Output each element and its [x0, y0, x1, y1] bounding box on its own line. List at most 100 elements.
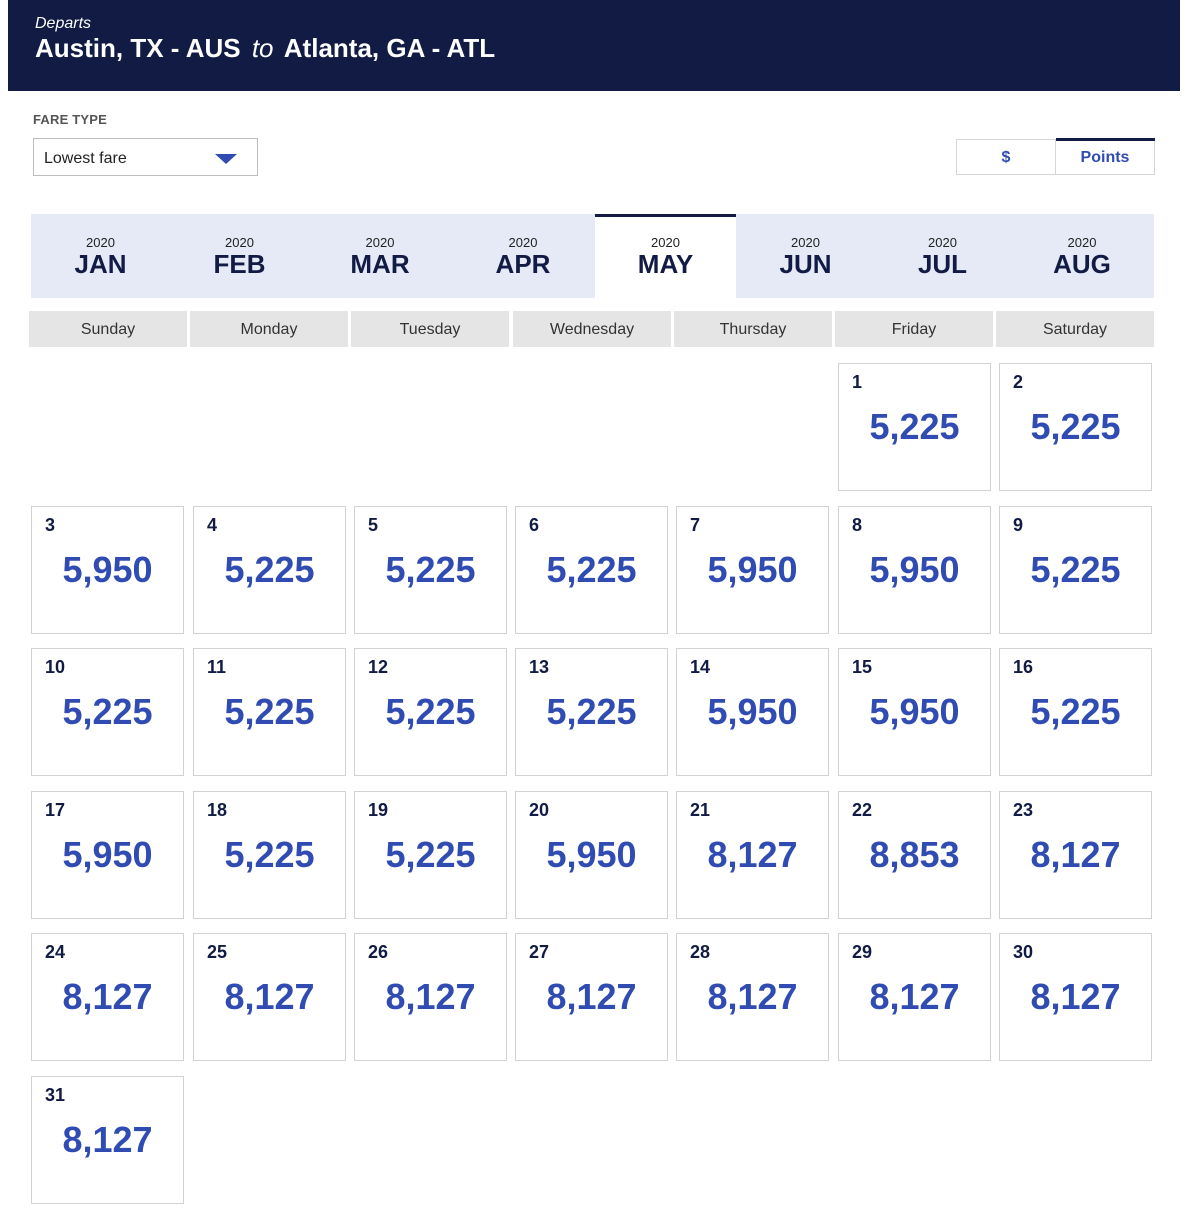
day-number: 4 — [207, 515, 218, 535]
tab-jul[interactable]: 2020 JUL — [875, 214, 1010, 298]
destination-city: Atlanta, GA - ATL — [283, 33, 496, 63]
calendar-day-cell[interactable]: 14 5,950 — [676, 648, 829, 776]
calendar-day-cell[interactable]: 28 8,127 — [676, 933, 829, 1061]
day-number: 12 — [368, 657, 389, 677]
departs-label: Departs — [35, 15, 92, 32]
fare-price: 5,225 — [62, 691, 153, 732]
month-year: 2020 — [928, 235, 957, 250]
calendar-day-cell[interactable]: 16 5,225 — [999, 648, 1152, 776]
tab-jun[interactable]: 2020 JUN — [736, 214, 875, 298]
fare-price: 8,127 — [224, 976, 315, 1017]
fare-price: 5,950 — [707, 549, 798, 590]
day-number: 20 — [529, 800, 550, 820]
month-year: 2020 — [225, 235, 254, 250]
calendar-day-cell[interactable]: 30 8,127 — [999, 933, 1152, 1061]
weekday-header: Thursday — [674, 311, 832, 347]
fare-price: 5,225 — [1030, 406, 1121, 447]
calendar-day-cell[interactable]: 15 5,950 — [838, 648, 991, 776]
fare-price: 5,225 — [224, 691, 315, 732]
calendar-day-cell[interactable]: 9 5,225 — [999, 506, 1152, 634]
weekday-header: Friday — [835, 311, 993, 347]
weekday-header: Monday — [190, 311, 348, 347]
fare-price: 5,225 — [869, 406, 960, 447]
month-name: MAY — [637, 249, 694, 279]
calendar-day-cell[interactable]: 24 8,127 — [31, 933, 184, 1061]
fare-price: 5,225 — [1030, 549, 1121, 590]
month-year: 2020 — [651, 235, 680, 250]
tab-feb[interactable]: 2020 FEB — [170, 214, 309, 298]
calendar-day-cell[interactable]: 18 5,225 — [193, 791, 346, 919]
day-number: 14 — [690, 657, 711, 677]
day-number: 16 — [1013, 657, 1034, 677]
calendar-day-cell[interactable]: 5 5,225 — [354, 506, 507, 634]
day-number: 23 — [1013, 800, 1034, 820]
fare-price: 5,225 — [546, 549, 637, 590]
month-name: FEB — [213, 249, 266, 279]
tab-jan[interactable]: 2020 JAN — [31, 214, 170, 298]
calendar-day-cell[interactable]: 10 5,225 — [31, 648, 184, 776]
currency-toggle: $ Points — [956, 138, 1155, 175]
tab-may[interactable]: 2020 MAY — [595, 214, 736, 300]
month-name: AUG — [1053, 249, 1111, 279]
calendar-day-cell[interactable]: 2 5,225 — [999, 363, 1152, 491]
fare-price: 5,950 — [62, 834, 153, 875]
month-year: 2020 — [365, 235, 395, 250]
calendar-day-cell[interactable]: 20 5,950 — [515, 791, 668, 919]
day-number: 8 — [852, 515, 863, 535]
day-number: 27 — [529, 942, 550, 962]
day-number: 2 — [1013, 372, 1024, 392]
weekday-header: Saturday — [996, 311, 1154, 347]
calendar-day-cell[interactable]: 4 5,225 — [193, 506, 346, 634]
fare-price: 8,127 — [546, 976, 637, 1017]
day-number: 5 — [368, 515, 379, 535]
fare-price: 8,853 — [869, 834, 960, 875]
fare-price: 8,127 — [62, 976, 153, 1017]
weekday-header: Sunday — [29, 311, 187, 347]
dollar-toggle-button[interactable]: $ — [957, 140, 1056, 174]
fare-type-dropdown[interactable]: Lowest fare — [33, 138, 258, 176]
calendar-day-cell[interactable]: 25 8,127 — [193, 933, 346, 1061]
calendar-day-cell[interactable]: 17 5,950 — [31, 791, 184, 919]
day-number: 11 — [207, 657, 227, 677]
month-name: JAN — [74, 249, 127, 279]
fare-price: 8,127 — [869, 976, 960, 1017]
chevron-down-icon — [215, 154, 237, 164]
month-year: 2020 — [791, 235, 820, 250]
calendar-day-cell[interactable]: 13 5,225 — [515, 648, 668, 776]
weekday-header: Tuesday — [351, 311, 509, 347]
calendar-day-cell[interactable]: 21 8,127 — [676, 791, 829, 919]
calendar-day-cell[interactable]: 26 8,127 — [354, 933, 507, 1061]
calendar-day-cell[interactable]: 11 5,225 — [193, 648, 346, 776]
fare-type-label: FARE TYPE — [33, 112, 108, 127]
day-number: 17 — [45, 800, 66, 820]
day-number: 30 — [1013, 942, 1034, 962]
calendar-day-cell[interactable]: 27 8,127 — [515, 933, 668, 1061]
day-number: 6 — [529, 515, 540, 535]
calendar-day-cell[interactable]: 1 5,225 — [838, 363, 991, 491]
calendar-day-cell[interactable]: 23 8,127 — [999, 791, 1152, 919]
day-number: 24 — [45, 942, 66, 962]
tab-apr[interactable]: 2020 APR — [451, 214, 595, 298]
fare-price: 5,225 — [224, 834, 315, 875]
calendar-day-cell[interactable]: 22 8,853 — [838, 791, 991, 919]
fare-price: 5,950 — [869, 691, 960, 732]
route-header: Departs Austin, TX - AUS to Atlanta, GA … — [8, 0, 1180, 91]
tab-mar[interactable]: 2020 MAR — [309, 214, 451, 298]
calendar-day-cell[interactable]: 12 5,225 — [354, 648, 507, 776]
fare-price: 5,225 — [385, 691, 476, 732]
calendar-day-cell[interactable]: 6 5,225 — [515, 506, 668, 634]
day-number: 15 — [852, 657, 873, 677]
fare-price: 5,225 — [385, 834, 476, 875]
calendar-day-cell[interactable]: 8 5,950 — [838, 506, 991, 634]
calendar-day-cell[interactable]: 19 5,225 — [354, 791, 507, 919]
calendar-day-cell[interactable]: 29 8,127 — [838, 933, 991, 1061]
points-toggle-button[interactable]: Points — [1056, 138, 1155, 174]
month-name: MAR — [350, 249, 410, 279]
tab-aug[interactable]: 2020 AUG — [1010, 214, 1154, 298]
month-year: 2020 — [86, 235, 115, 250]
calendar-day-cell[interactable]: 31 8,127 — [31, 1076, 184, 1204]
calendar-day-cell[interactable]: 7 5,950 — [676, 506, 829, 634]
weekday-header: Wednesday — [513, 311, 671, 347]
fare-price: 5,225 — [546, 691, 637, 732]
calendar-day-cell[interactable]: 3 5,950 — [31, 506, 184, 634]
